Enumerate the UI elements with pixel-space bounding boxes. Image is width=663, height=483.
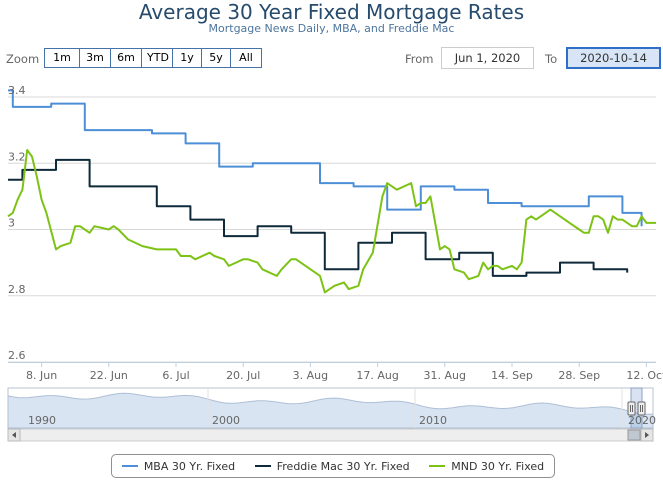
plot-area	[7, 89, 656, 294]
chart-subtitle: Mortgage News Daily, MBA, and Freddie Ma…	[208, 22, 455, 35]
zoom-6m-button[interactable]: 6m	[111, 48, 142, 68]
navigator-year-label: 2000	[212, 414, 240, 427]
y-tick-label: 3.2	[8, 150, 26, 163]
navigator-year-label: 1990	[28, 414, 56, 427]
navigator-year-label: 2020	[628, 414, 656, 427]
y-tick-label: 2.8	[8, 283, 26, 296]
legend-mnd-label: MND 30 Yr. Fixed	[451, 459, 545, 473]
navigator-series	[7, 392, 654, 429]
legend-mba-symbol	[121, 465, 138, 467]
mnd-series-line	[7, 149, 656, 294]
axes: 2.6 2.8 3 3.2 3.4 8. Jun 22. Jun 6. Jul 20. Jul 3…	[8, 84, 663, 382]
zoom-1m-button[interactable]: 1m	[44, 48, 80, 68]
scrollbar[interactable]	[7, 428, 654, 442]
legend-freddie-label: Freddie Mac 30 Yr. Fixed	[276, 459, 410, 473]
x-tick-label: 17. Aug	[356, 369, 398, 382]
chevron-right-icon	[645, 432, 649, 438]
range-to-input[interactable]: 2020-10-14	[566, 47, 661, 69]
x-tick-label: 14. Sep	[491, 369, 533, 382]
legend-item-mnd[interactable]: MND 30 Yr. Fixed	[429, 460, 544, 473]
x-tick-label: 28. Sep	[558, 369, 600, 382]
mba-series-line	[8, 89, 643, 227]
x-tick-label: 3. Aug	[293, 369, 328, 382]
x-tick-label: 8. Jun	[26, 369, 57, 382]
navigator: 1990 2000 2010 2020	[7, 387, 656, 429]
navigator-left-handle[interactable]	[627, 401, 636, 416]
navigator-grid	[207, 388, 623, 428]
legend-mnd-symbol	[429, 465, 446, 467]
scrollbar-track[interactable]	[7, 428, 654, 442]
zoom-all-button[interactable]: All	[231, 48, 262, 68]
legend-item-mba[interactable]: MBA 30 Yr. Fixed	[121, 459, 236, 473]
range-from-input[interactable]: Jun 1, 2020	[441, 47, 534, 69]
zoom-button-group: 1m 3m 6m YTD 1y 5y All	[44, 48, 262, 68]
chevron-left-icon	[12, 432, 16, 438]
x-tick-label: 31. Aug	[424, 369, 466, 382]
chart-title: Average 30 Year Fixed Mortgage Rates	[138, 0, 525, 24]
zoom-5y-button[interactable]: 5y	[202, 48, 231, 68]
x-tick-label: 22. Jun	[90, 369, 128, 382]
freddie-series-line	[8, 158, 629, 277]
zoom-1y-button[interactable]: 1y	[173, 48, 202, 68]
y-tick-label: 2.6	[8, 349, 26, 362]
legend-freddie-symbol	[254, 465, 271, 467]
scrollbar-thumb[interactable]	[627, 429, 641, 441]
zoom-3m-button[interactable]: 3m	[80, 48, 111, 68]
navigator-year-label: 2010	[419, 414, 447, 427]
zoom-label: Zoom	[6, 52, 40, 66]
x-tick-label: 12. Oct	[626, 369, 663, 382]
legend-mba-label: MBA 30 Yr. Fixed	[143, 459, 236, 473]
zoom-ytd-button[interactable]: YTD	[142, 48, 173, 68]
x-tick-label: 6. Jul	[162, 369, 189, 382]
x-tick-label: 20. Jul	[226, 369, 260, 382]
legend-item-freddie[interactable]: Freddie Mac 30 Yr. Fixed	[254, 459, 410, 473]
y-tick-label: 3	[8, 217, 15, 230]
legend: MBA 30 Yr. Fixed Freddie Mac 30 Yr. Fixe…	[111, 454, 555, 478]
range-from-label: From	[405, 52, 434, 66]
y-tick-label: 3.4	[8, 84, 26, 97]
navigator-right-handle[interactable]	[637, 401, 646, 416]
range-to-label: To	[545, 52, 558, 66]
